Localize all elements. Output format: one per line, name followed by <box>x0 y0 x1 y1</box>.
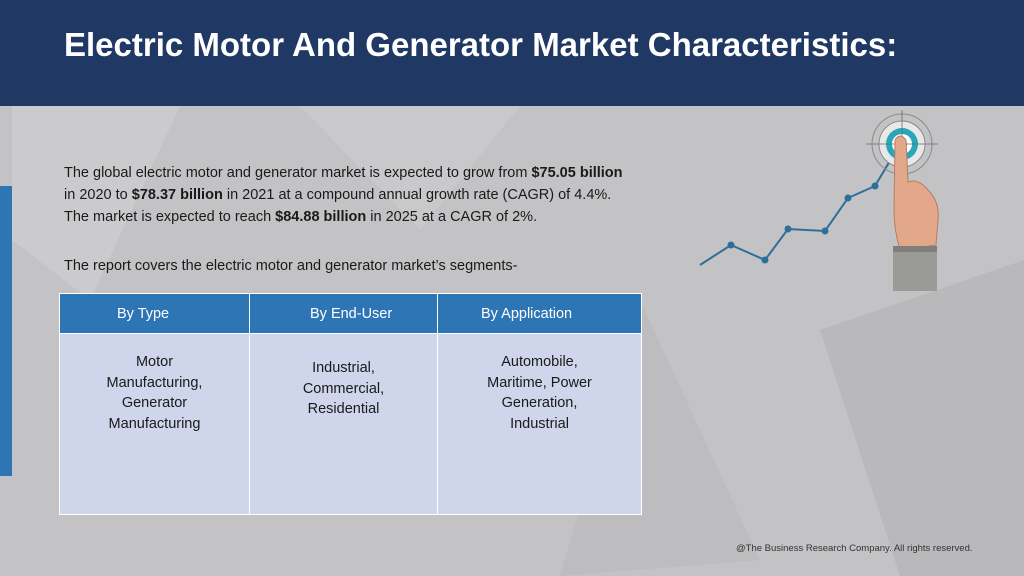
trend-point <box>727 241 735 249</box>
growth-target-illustration <box>699 110 939 291</box>
segments-table: By Type By End-User By Application Motor… <box>59 293 642 515</box>
header-by-end-user: By End-User <box>249 293 438 334</box>
table-header-row: By Type By End-User By Application <box>59 293 642 334</box>
trend-point <box>821 227 829 235</box>
cell-by-end-user: Industrial, Commercial, Residential <box>249 333 438 515</box>
table-row: Motor Manufacturing, Generator Manufactu… <box>59 333 642 515</box>
trend-point <box>844 194 852 202</box>
value-2020: $75.05 billion <box>531 165 623 181</box>
intro-line-1: The global electric motor and generator … <box>64 165 623 181</box>
header-by-type: By Type <box>59 293 250 334</box>
header-by-application: By Application <box>437 293 642 334</box>
market-intro: The global electric motor and generator … <box>64 162 704 228</box>
growth-trend-line <box>699 153 895 266</box>
value-2021: $78.37 billion <box>131 187 223 203</box>
left-accent-bar <box>0 186 12 476</box>
copyright-footer: @The Business Research Company. All righ… <box>736 543 973 554</box>
trend-point <box>784 225 792 233</box>
pointing-hand-icon <box>893 135 939 291</box>
intro-line-2: in 2020 to $78.37 billion in 2021 at a c… <box>64 187 612 203</box>
page-title: Electric Motor And Generator Market Char… <box>64 26 898 63</box>
trend-point <box>761 256 769 264</box>
cell-by-application: Automobile, Maritime, Power Generation, … <box>437 333 642 515</box>
title-banner: Electric Motor And Generator Market Char… <box>0 0 1024 106</box>
cell-by-type: Motor Manufacturing, Generator Manufactu… <box>59 333 250 515</box>
intro-line-3: The market is expected to reach $84.88 b… <box>64 209 538 225</box>
segments-intro: The report covers the electric motor and… <box>64 258 518 274</box>
trend-point <box>871 182 879 190</box>
value-2025: $84.88 billion <box>275 209 367 225</box>
